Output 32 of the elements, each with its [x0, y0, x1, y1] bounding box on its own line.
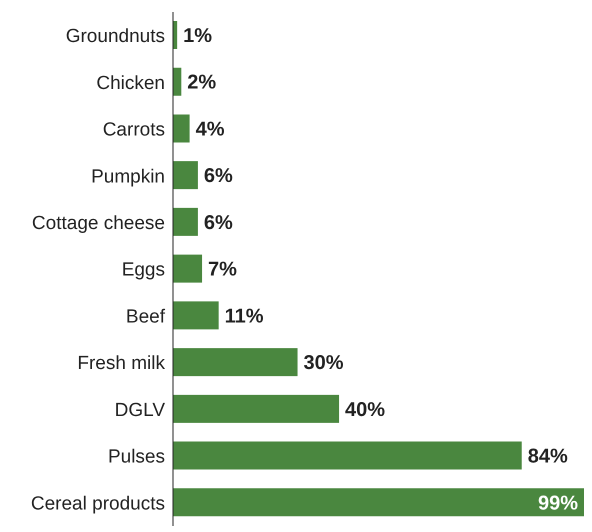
y-tick-label: Cottage cheese	[32, 213, 165, 234]
y-tick-label: Fresh milk	[77, 353, 166, 374]
data-label: 4%	[196, 118, 225, 140]
bar	[173, 208, 198, 236]
bar	[173, 301, 219, 330]
y-tick-label: Cereal products	[30, 493, 165, 514]
data-label: 40%	[345, 398, 386, 421]
bar	[173, 348, 298, 376]
y-tick-label: DGLV	[114, 400, 166, 421]
data-label: 6%	[204, 212, 234, 234]
data-label: 6%	[204, 165, 234, 188]
data-label: 2%	[187, 72, 216, 94]
data-label: 30%	[304, 352, 344, 374]
y-tick-label: Carrots	[102, 120, 165, 141]
y-tick-label: Beef	[126, 306, 166, 328]
bar	[173, 68, 182, 96]
y-tick-label: Groundnuts	[66, 26, 165, 48]
data-label: 84%	[528, 446, 568, 468]
bar	[173, 161, 198, 190]
data-label: 7%	[208, 258, 238, 281]
bar	[173, 442, 522, 470]
y-tick-label: Pulses	[108, 446, 165, 468]
bar	[173, 488, 584, 516]
bar	[173, 254, 202, 283]
data-label: 11%	[224, 305, 264, 328]
bar	[173, 114, 190, 142]
data-label: 1%	[183, 25, 212, 47]
bar	[173, 394, 340, 423]
y-tick-label: Eggs	[122, 260, 165, 281]
y-tick-label: Pumpkin	[91, 166, 165, 188]
data-label: 99%	[538, 492, 578, 514]
y-tick-label: Chicken	[96, 72, 165, 94]
